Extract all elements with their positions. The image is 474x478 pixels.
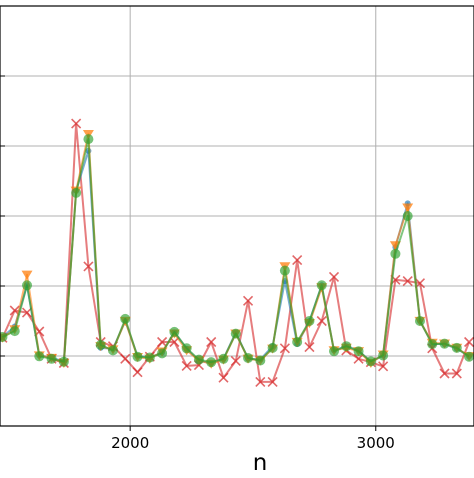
data-point — [390, 248, 401, 259]
series-3 — [0, 134, 474, 368]
data-point — [451, 368, 462, 379]
data-point — [402, 211, 413, 221]
data-point — [365, 356, 376, 367]
data-point — [279, 343, 290, 354]
data-point — [267, 376, 278, 387]
data-point — [83, 134, 94, 145]
data-point — [206, 357, 217, 368]
data-point — [206, 336, 217, 348]
data-point — [58, 356, 69, 367]
data-point — [107, 345, 118, 356]
data-point — [464, 336, 474, 348]
data-point — [9, 326, 20, 337]
data-point — [71, 187, 82, 198]
data-point — [218, 372, 229, 383]
data-point — [316, 280, 327, 291]
data-point — [341, 341, 352, 352]
data-point — [83, 261, 94, 272]
data-point — [427, 339, 438, 350]
data-point — [181, 343, 192, 354]
data-point — [21, 307, 33, 318]
data-point — [402, 203, 414, 213]
data-point — [132, 351, 143, 362]
data-point — [157, 348, 168, 359]
data-point — [230, 328, 241, 339]
data-point — [439, 368, 450, 379]
data-point — [378, 350, 389, 361]
data-point — [328, 271, 340, 282]
x-axis-label: n — [253, 450, 268, 474]
data-point — [218, 353, 229, 364]
data-point — [279, 265, 290, 276]
data-point — [329, 346, 340, 357]
series-layer — [0, 118, 474, 387]
ticks: 2000 3000 — [0, 5, 395, 452]
data-point — [95, 339, 106, 350]
data-point — [255, 355, 266, 366]
data-point — [464, 351, 474, 362]
data-point — [292, 337, 303, 347]
data-point — [292, 255, 303, 266]
data-point — [157, 336, 168, 348]
data-point — [34, 351, 45, 362]
data-point — [439, 338, 450, 349]
data-point — [120, 353, 131, 364]
data-point — [451, 342, 462, 353]
data-point — [132, 367, 143, 378]
data-point — [304, 316, 315, 326]
data-point — [378, 361, 389, 372]
x-tick-label: 2000 — [111, 434, 149, 452]
data-point — [169, 326, 180, 337]
data-point — [21, 270, 33, 280]
data-point — [144, 352, 155, 363]
data-point — [193, 354, 204, 365]
data-point — [0, 331, 8, 342]
data-point — [402, 276, 413, 287]
data-point — [414, 316, 425, 326]
data-point — [242, 295, 254, 306]
data-point — [255, 376, 266, 387]
data-point — [316, 315, 327, 327]
data-point — [22, 280, 33, 291]
data-point — [353, 353, 364, 364]
data-point — [230, 355, 241, 366]
data-point — [120, 313, 131, 324]
plot-frame — [0, 5, 474, 427]
x-tick-label: 3000 — [357, 434, 395, 452]
data-point — [304, 341, 315, 353]
data-point — [353, 346, 364, 357]
data-point — [181, 360, 192, 372]
data-point — [243, 352, 254, 363]
data-point — [71, 118, 82, 129]
data-point — [46, 353, 57, 364]
data-point — [267, 342, 278, 353]
